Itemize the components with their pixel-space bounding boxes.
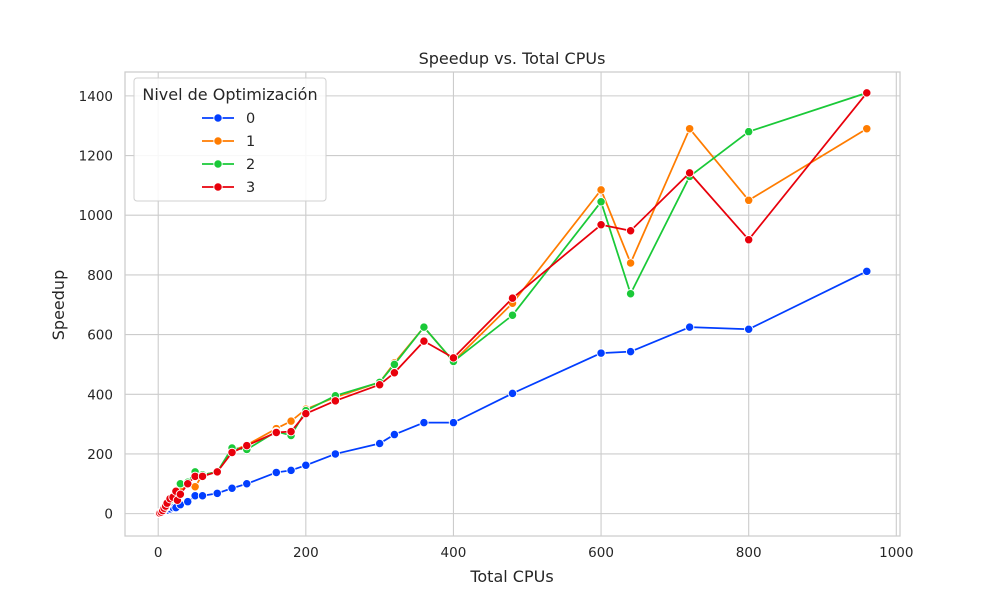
- legend-entry-2: 2: [202, 157, 255, 173]
- y-axis-label: Speedup: [49, 270, 68, 340]
- data-point-0: [389, 429, 400, 440]
- legend-entry-0: 0: [202, 111, 255, 127]
- y-tick-label: 1000: [79, 208, 113, 224]
- data-point-3: [197, 471, 208, 481]
- data-point-3: [286, 426, 296, 437]
- tick-labels: 0 200 400 600 800 1000 0 200 400 600 800 1000 1200 14…: [79, 89, 914, 561]
- data-point-1: [596, 185, 606, 195]
- x-tick-label: 400: [441, 545, 467, 561]
- data-point-0: [419, 417, 429, 428]
- y-tick-label: 200: [87, 447, 113, 463]
- data-point-3: [684, 168, 695, 178]
- chart-title: Speedup vs. Total CPUs: [419, 49, 606, 68]
- legend-marker: [213, 159, 223, 169]
- series-layer: [154, 88, 872, 518]
- data-point-3: [448, 353, 459, 363]
- data-point-3: [389, 368, 400, 378]
- data-point-3: [744, 235, 754, 245]
- data-point-0: [374, 438, 385, 449]
- data-point-0: [286, 465, 296, 476]
- data-point-0: [197, 491, 208, 501]
- data-point-0: [862, 266, 872, 276]
- data-point-3: [596, 220, 606, 230]
- legend-label: 3: [246, 180, 255, 196]
- x-tick-label: 1000: [879, 545, 913, 561]
- data-point-3: [374, 380, 385, 390]
- y-tick-label: 800: [87, 268, 113, 284]
- x-tick-label: 600: [588, 545, 614, 561]
- data-point-0: [744, 324, 754, 334]
- legend-title: Nivel de Optimización: [142, 85, 317, 104]
- data-point-3: [507, 293, 518, 303]
- data-point-2: [596, 197, 606, 207]
- data-point-2: [625, 289, 636, 299]
- x-tick-label: 200: [293, 545, 319, 561]
- data-point-0: [183, 497, 193, 507]
- legend-marker: [213, 182, 223, 192]
- data-point-0: [271, 467, 281, 478]
- data-point-2: [419, 322, 429, 332]
- y-tick-label: 1200: [79, 149, 113, 165]
- y-tick-label: 1400: [79, 89, 113, 105]
- data-point-0: [625, 346, 636, 357]
- x-tick-label: 800: [736, 545, 762, 561]
- legend-marker: [213, 136, 223, 146]
- data-point-1: [286, 416, 296, 426]
- data-point-0: [212, 488, 222, 498]
- data-point-3: [183, 479, 193, 489]
- x-axis-label: Total CPUs: [469, 567, 553, 586]
- legend-label: 2: [246, 157, 255, 173]
- series-3: [154, 88, 872, 518]
- y-tick-label: 400: [87, 387, 113, 403]
- legend-items: 0 1 2 3: [202, 111, 255, 196]
- data-point-0: [242, 479, 252, 489]
- grid: [125, 72, 900, 536]
- data-point-3: [419, 336, 429, 346]
- data-point-2: [744, 127, 754, 137]
- data-point-3: [625, 226, 636, 236]
- legend: Nivel de Optimización 0 1 2 3: [133, 77, 327, 202]
- data-point-2: [389, 359, 400, 370]
- data-point-3: [301, 409, 311, 419]
- legend-label: 1: [246, 134, 255, 150]
- legend-box: [133, 77, 327, 202]
- data-point-2: [507, 310, 518, 320]
- data-point-3: [330, 396, 341, 406]
- legend-entry-3: 3: [202, 180, 255, 196]
- data-point-0: [507, 388, 518, 399]
- data-point-0: [596, 348, 606, 358]
- data-point-0: [301, 460, 311, 470]
- x-tick-label: 0: [154, 545, 163, 561]
- legend-label: 0: [246, 111, 255, 127]
- data-point-0: [448, 417, 459, 428]
- data-point-3: [862, 88, 872, 98]
- y-tick-label: 0: [104, 507, 113, 523]
- data-point-1: [684, 124, 695, 134]
- data-point-3: [271, 427, 281, 438]
- plot-frame: [124, 71, 901, 537]
- legend-entry-1: 1: [202, 134, 255, 150]
- data-point-0: [684, 322, 695, 332]
- data-point-3: [212, 467, 222, 477]
- y-tick-label: 600: [87, 328, 113, 344]
- data-point-0: [330, 449, 341, 459]
- data-point-3: [227, 447, 237, 458]
- data-point-1: [862, 124, 872, 134]
- data-point-3: [175, 489, 186, 499]
- legend-marker: [213, 113, 223, 123]
- data-point-1: [744, 195, 754, 205]
- data-point-1: [625, 258, 636, 268]
- data-point-3: [242, 440, 252, 451]
- data-point-0: [227, 483, 237, 493]
